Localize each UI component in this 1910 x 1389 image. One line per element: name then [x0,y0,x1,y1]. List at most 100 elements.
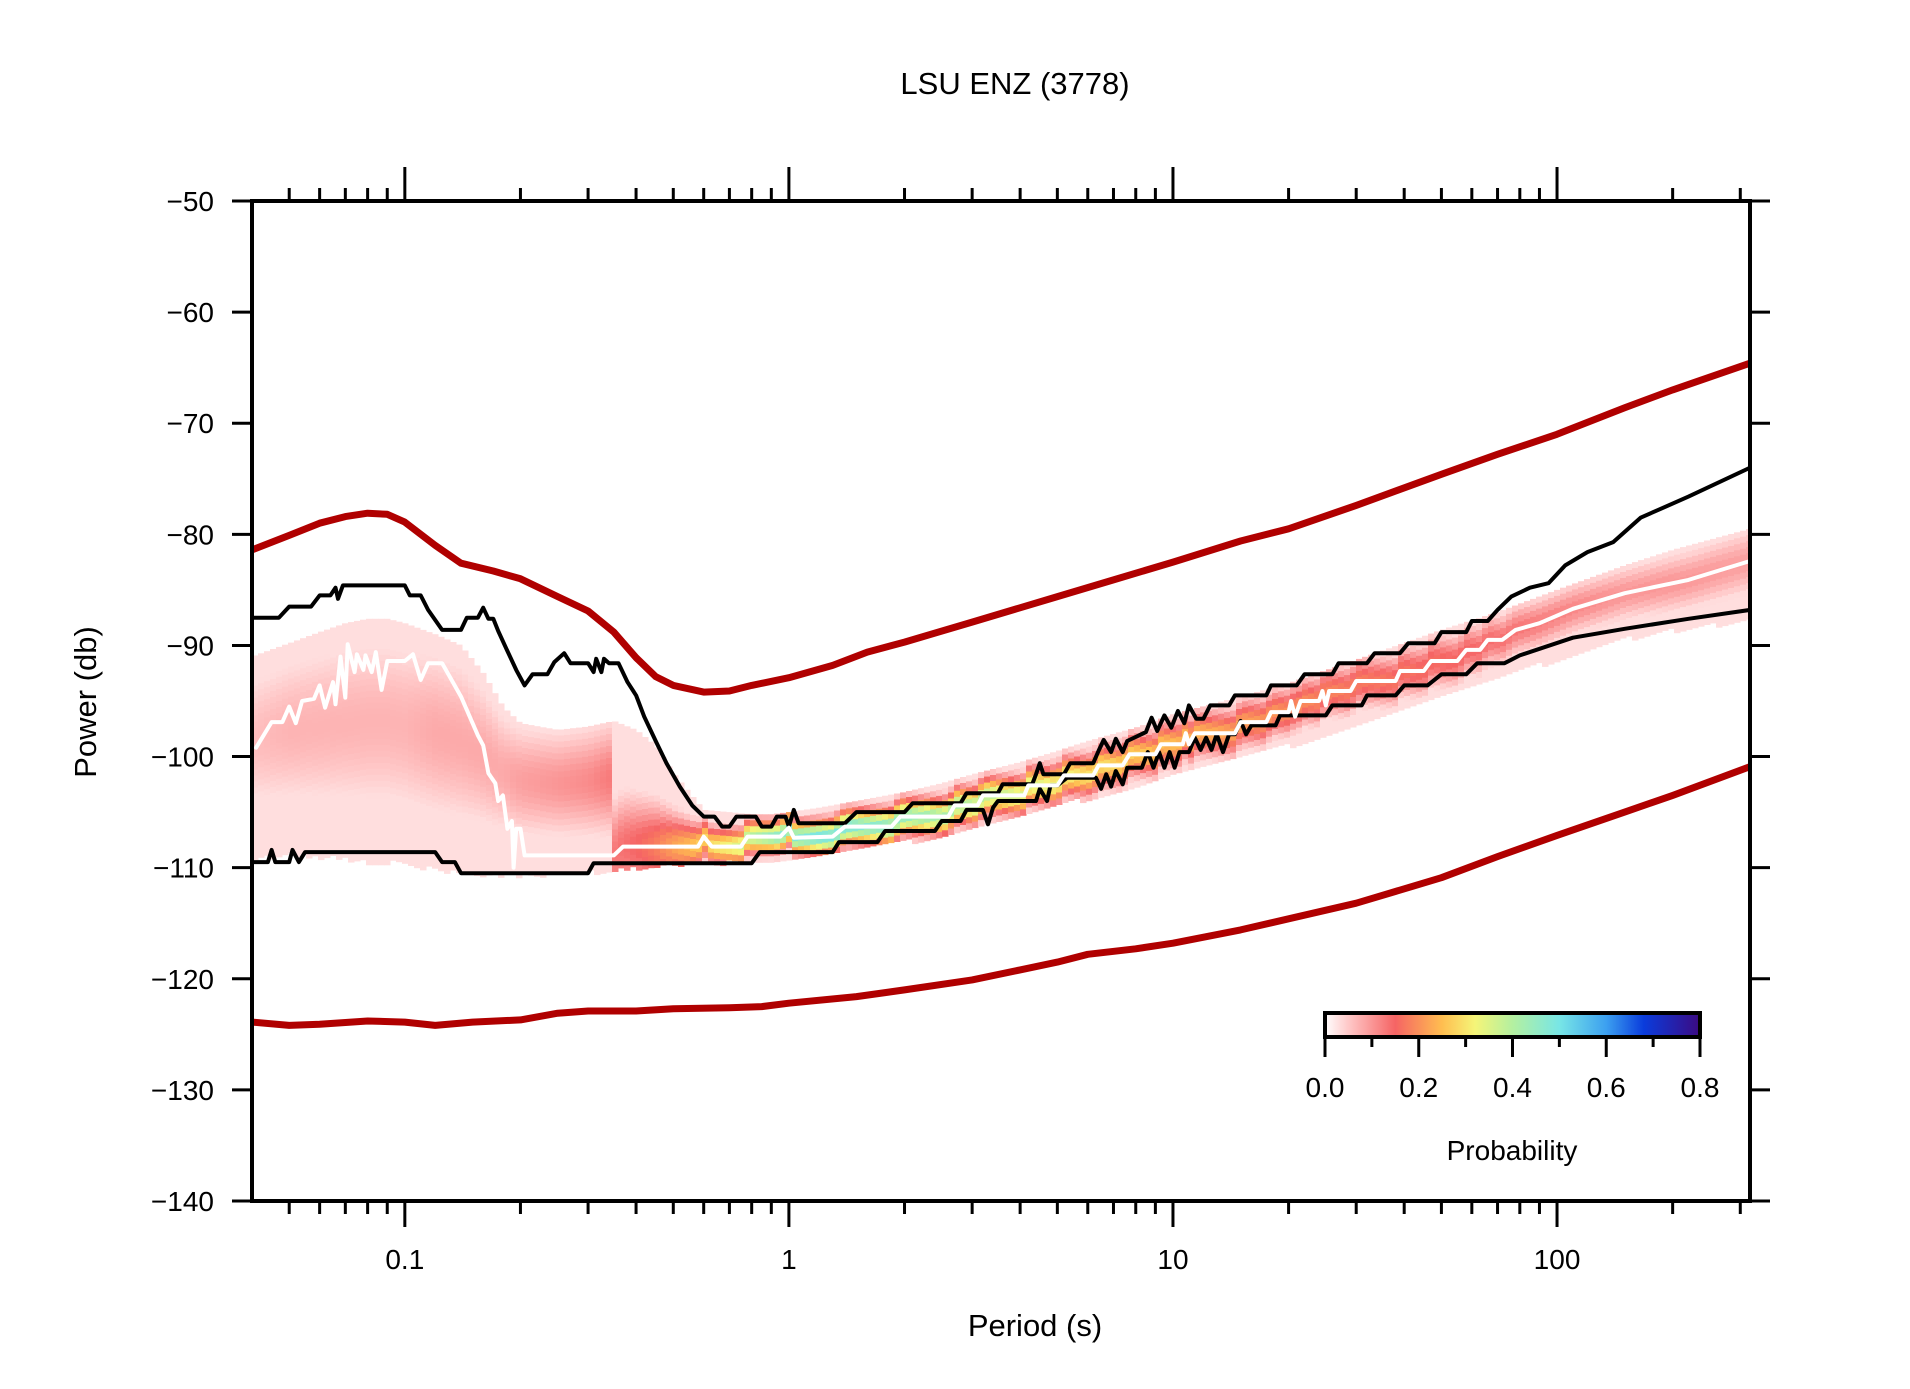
pdf-cell [522,802,529,809]
nlnm-curve [253,763,1749,1029]
pdf-cell [546,788,553,795]
pdf-cell [324,683,331,691]
pdf-cell [648,837,655,845]
pdf-cell [606,782,613,789]
pdf-cell [1338,695,1345,702]
pdf-cell [498,769,505,776]
pdf-cell [882,831,889,839]
pdf-cell [1578,623,1585,630]
pdf-cell [516,787,523,795]
pdf-cell [660,823,667,830]
pdf-cell [1704,606,1711,613]
pdf-cell [1428,633,1435,641]
pdf-cell [1650,574,1657,581]
pdf-cell [648,747,655,755]
pdf-cell [696,834,703,841]
pdf-cell [594,724,601,732]
pdf-cell [678,836,685,843]
pdf-cell [1674,596,1681,604]
pdf-cell [1128,747,1135,754]
pdf-cell [1746,553,1749,560]
pdf-cell [1554,655,1561,663]
pdf-cell [1404,690,1411,697]
pdf-cell [1488,632,1495,639]
pdf-cell [1602,620,1609,628]
pdf-cell [330,723,337,730]
pdf-cell [1428,687,1435,695]
pdf-cell [1128,729,1135,736]
pdf-cell [288,648,295,656]
pdf-cell [342,707,349,714]
pdf-cell [582,828,589,836]
pdf-cell [546,758,553,765]
pdf-cell [1380,686,1387,693]
pdf-cell [1158,736,1165,744]
pdf-cell [414,645,421,653]
pdf-cell [450,822,457,829]
pdf-cell [408,823,415,830]
pdf-cell [1230,710,1237,718]
pdf-cell [414,825,421,833]
pdf-cell [1494,642,1501,649]
pdf-cell [1404,702,1411,709]
pdf-cell [438,798,445,806]
pdf-cell [1548,634,1555,641]
pdf-cell [432,718,439,725]
pdf-cell [492,735,499,742]
pdf-cell [636,864,643,871]
pdf-cell [540,847,547,854]
pdf-cell [1200,718,1207,725]
pdf-cell [1452,631,1459,639]
pdf-cell [354,854,361,862]
pdf-cell [498,805,505,812]
pdf-cell [1620,584,1627,591]
pdf-cell [1662,552,1669,559]
pdf-cell [702,810,709,817]
pdf-cell [253,817,259,824]
pdf-cell [378,798,385,806]
pdf-cell [510,812,517,819]
pdf-cell [426,860,433,867]
pdf-cell [396,681,403,689]
pdf-cell [1518,603,1525,610]
pdf-cell [288,654,295,662]
pdf-cell [828,823,835,831]
pdf-cell [534,732,541,739]
pdf-cell [462,854,469,861]
pdf-cell [1704,558,1711,565]
pdf-cell [522,778,529,785]
pdf-cell [1362,686,1369,694]
pdf-cell [774,855,781,863]
pdf-cell [1422,653,1429,661]
pdf-cell [1494,654,1501,661]
pdf-cell [270,811,277,818]
pdf-cell [642,827,649,834]
pdf-cell [1662,570,1669,577]
pdf-cell [954,808,961,816]
pdf-cell [330,711,337,718]
pdf-cell [348,784,355,791]
pdf-cell [870,833,877,841]
pdf-cell [630,848,637,856]
pdf-cell [253,661,259,668]
pdf-cell [1692,561,1699,569]
pdf-cell [588,761,595,769]
pdf-cell [684,813,691,821]
pdf-cell [630,746,637,754]
pdf-cell [402,653,409,660]
pdf-cell [1098,791,1105,798]
pdf-cell [972,821,979,829]
pdf-cell [1212,727,1219,734]
pdf-cell [1548,658,1555,665]
pdf-cell [690,815,697,822]
pdf-cell [1146,734,1153,742]
pdf-cell [294,730,301,737]
pdf-cell [1668,622,1675,629]
pdf-cell [1554,625,1561,633]
pdf-cell [456,674,463,682]
pdf-cell [1716,585,1723,592]
pdf-cell [270,661,277,668]
pdf-cell [468,862,475,869]
pdf-cell [348,760,355,767]
pdf-cell [606,722,613,729]
